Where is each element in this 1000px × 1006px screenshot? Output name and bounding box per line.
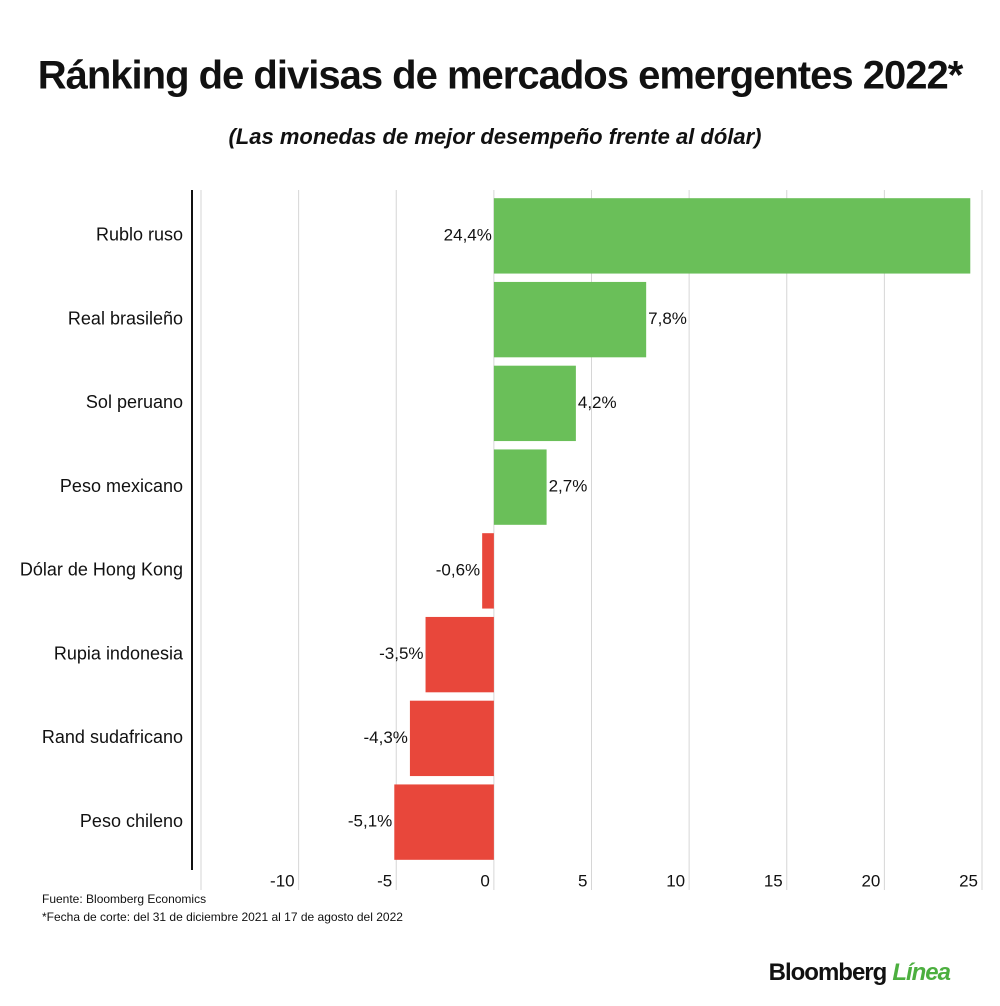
source: Fuente: Bloomberg Economics	[42, 892, 206, 906]
y-tick-label: Peso mexicano	[60, 476, 183, 496]
x-tick-label: -5	[377, 871, 392, 890]
value-label: -4,3%	[363, 728, 407, 747]
value-label: 4,2%	[578, 393, 617, 412]
y-tick-label: Real brasileño	[68, 308, 183, 328]
logo-product: Línea	[892, 959, 950, 986]
bar	[493, 365, 576, 442]
y-tick-label: Rublo ruso	[96, 225, 183, 245]
value-label: 2,7%	[549, 477, 588, 496]
chart-title: Ránking de divisas de mercados emergente…	[38, 54, 964, 98]
logo: Bloomberg Línea	[769, 959, 951, 986]
chart-subtitle: (Las monedas de mejor desempeño frente a…	[228, 124, 761, 149]
value-label: 24,4%	[444, 225, 492, 244]
x-tick-label: 25	[959, 871, 978, 890]
bar	[493, 281, 647, 358]
bar	[394, 784, 494, 860]
note: *Fecha de corte: del 31 de diciembre 202…	[42, 910, 403, 924]
x-tick-label: 0	[480, 871, 489, 890]
x-tick-label: 20	[861, 871, 880, 890]
bar	[409, 700, 494, 777]
value-label: -3,5%	[379, 644, 423, 663]
x-tick-label: 15	[764, 871, 783, 890]
logo-brand: Bloomberg	[769, 959, 887, 986]
value-label: -0,6%	[436, 560, 480, 579]
y-tick-label: Rupia indonesia	[54, 643, 184, 663]
bar	[425, 616, 494, 693]
x-tick-label: 10	[666, 871, 685, 890]
value-label: 7,8%	[648, 309, 687, 328]
y-tick-label: Rand sudafricano	[42, 727, 183, 747]
x-tick-label: -10	[270, 871, 295, 890]
y-tick-label: Sol peruano	[86, 392, 183, 412]
x-tick-label: 5	[578, 871, 587, 890]
bar	[482, 533, 494, 609]
value-label: -5,1%	[348, 812, 392, 831]
y-tick-label: Dólar de Hong Kong	[20, 560, 183, 580]
y-tick-label: Peso chileno	[80, 811, 183, 831]
bar	[493, 198, 971, 274]
bar	[493, 449, 547, 525]
